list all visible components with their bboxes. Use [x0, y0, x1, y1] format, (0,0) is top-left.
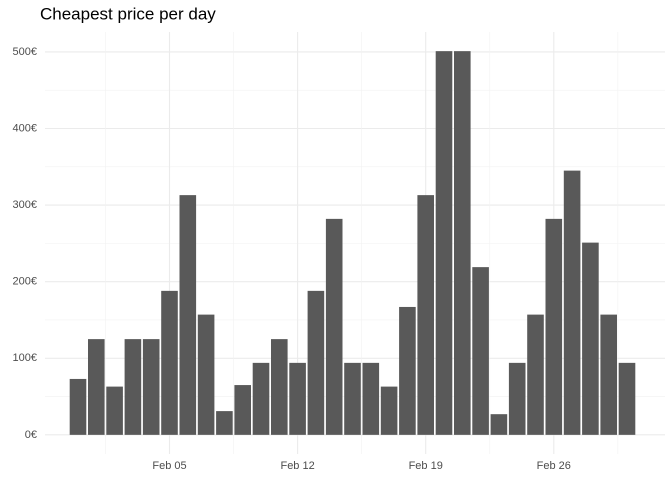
- bar: [161, 290, 178, 435]
- y-tick-label: 500€: [13, 46, 37, 58]
- y-tick-label: 0€: [25, 429, 37, 441]
- x-tick-label: Feb 12: [280, 460, 314, 472]
- x-tick-label: Feb 05: [152, 460, 186, 472]
- bar: [69, 378, 87, 435]
- x-tick-label: Feb 19: [409, 460, 443, 472]
- bar: [344, 362, 361, 435]
- bar: [197, 314, 215, 435]
- bar: [142, 339, 160, 435]
- chart-title: Cheapest price per day: [40, 4, 216, 23]
- y-tick-label: 400€: [13, 122, 37, 134]
- x-tick-label: Feb 26: [537, 460, 571, 472]
- bar: [106, 386, 123, 435]
- bar: [307, 290, 325, 435]
- bar: [472, 267, 489, 435]
- bar: [399, 306, 416, 435]
- bar: [600, 314, 617, 435]
- bar: [618, 362, 636, 435]
- bar: [563, 170, 581, 435]
- bar: [508, 362, 526, 435]
- bar: [289, 362, 306, 435]
- y-tick-label: 100€: [13, 352, 37, 364]
- bar: [124, 339, 142, 435]
- bar: [271, 339, 288, 435]
- bar: [490, 414, 508, 435]
- y-tick-label: 300€: [13, 199, 37, 211]
- bar: [582, 242, 599, 435]
- bar: [454, 51, 471, 435]
- bar: [545, 218, 563, 435]
- y-tick-label: 200€: [13, 276, 37, 288]
- bar: [234, 385, 251, 435]
- bar: [179, 195, 197, 435]
- bar: [417, 195, 434, 435]
- bar: [527, 314, 544, 435]
- bar: [88, 339, 105, 435]
- bar: [216, 411, 233, 435]
- bar: [435, 51, 453, 435]
- bar: [362, 362, 380, 435]
- bar: [325, 218, 343, 435]
- bar: [252, 362, 270, 435]
- bar: [380, 386, 398, 435]
